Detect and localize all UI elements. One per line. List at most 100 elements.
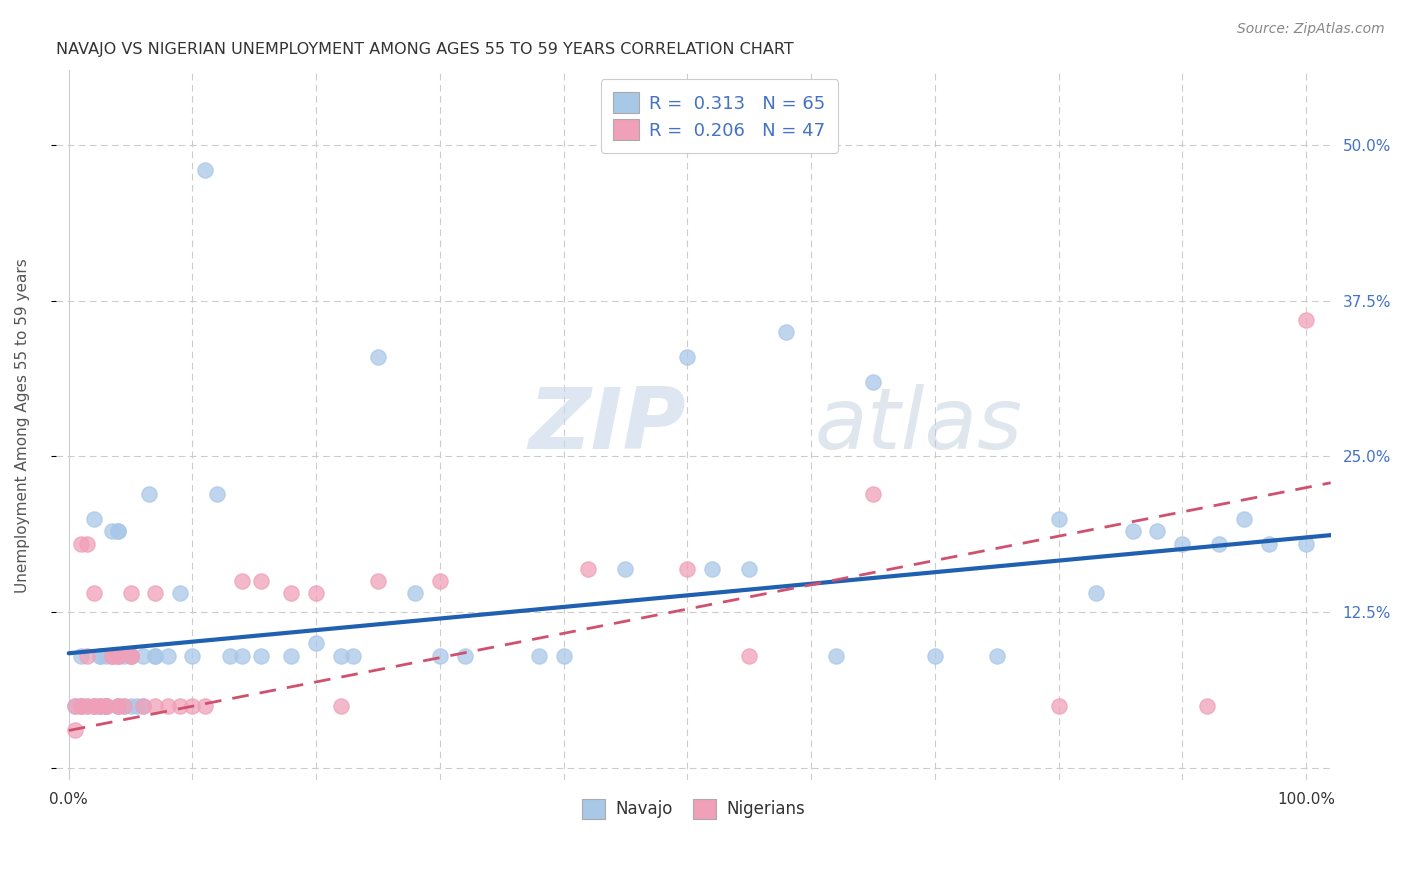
Point: [738, 648, 761, 663]
Point: [342, 648, 364, 663]
Point: [1257, 537, 1279, 551]
Point: [145, 648, 167, 663]
Point: [1122, 524, 1144, 539]
Point: [114, 648, 136, 663]
Point: [676, 561, 699, 575]
Point: [775, 325, 797, 339]
Point: [1171, 537, 1194, 551]
Point: [205, 487, 228, 501]
Point: [614, 561, 637, 575]
Point: [101, 648, 124, 663]
Point: [120, 648, 142, 663]
Point: [1047, 512, 1070, 526]
Point: [83, 698, 105, 713]
Point: [145, 698, 167, 713]
Text: ZIP: ZIP: [527, 384, 686, 467]
Point: [120, 586, 142, 600]
Point: [280, 648, 302, 663]
Point: [70, 698, 93, 713]
Point: [145, 648, 167, 663]
Point: [169, 586, 191, 600]
Point: [114, 698, 136, 713]
Point: [94, 698, 117, 713]
Point: [120, 648, 142, 663]
Point: [83, 512, 105, 526]
Text: atlas: atlas: [814, 384, 1022, 467]
Point: [1195, 698, 1218, 713]
Point: [218, 648, 240, 663]
Point: [280, 586, 302, 600]
Point: [1047, 698, 1070, 713]
Point: [700, 561, 723, 575]
Point: [132, 648, 155, 663]
Point: [83, 698, 105, 713]
Point: [1146, 524, 1168, 539]
Y-axis label: Unemployment Among Ages 55 to 59 years: Unemployment Among Ages 55 to 59 years: [15, 258, 30, 593]
Point: [924, 648, 946, 663]
Point: [132, 698, 155, 713]
Point: [107, 698, 129, 713]
Legend: Navajo, Nigerians: Navajo, Nigerians: [575, 793, 811, 825]
Point: [576, 561, 599, 575]
Point: [70, 698, 93, 713]
Point: [94, 698, 117, 713]
Point: [156, 648, 179, 663]
Point: [83, 698, 105, 713]
Point: [94, 698, 117, 713]
Point: [862, 487, 884, 501]
Point: [94, 698, 117, 713]
Point: [738, 561, 761, 575]
Point: [107, 648, 129, 663]
Point: [107, 698, 129, 713]
Point: [249, 574, 271, 588]
Point: [107, 698, 129, 713]
Point: [107, 524, 129, 539]
Point: [89, 698, 111, 713]
Point: [138, 487, 160, 501]
Point: [367, 350, 389, 364]
Point: [194, 698, 217, 713]
Point: [181, 698, 204, 713]
Point: [94, 698, 117, 713]
Point: [89, 698, 111, 713]
Point: [527, 648, 550, 663]
Point: [429, 648, 451, 663]
Point: [63, 698, 86, 713]
Point: [1084, 586, 1107, 600]
Point: [120, 698, 142, 713]
Point: [132, 698, 155, 713]
Text: NAVAJO VS NIGERIAN UNEMPLOYMENT AMONG AGES 55 TO 59 YEARS CORRELATION CHART: NAVAJO VS NIGERIAN UNEMPLOYMENT AMONG AG…: [56, 42, 794, 57]
Point: [169, 698, 191, 713]
Point: [125, 698, 148, 713]
Point: [76, 698, 98, 713]
Point: [107, 648, 129, 663]
Point: [101, 524, 124, 539]
Point: [429, 574, 451, 588]
Point: [367, 574, 389, 588]
Point: [94, 648, 117, 663]
Point: [145, 586, 167, 600]
Point: [89, 648, 111, 663]
Point: [1233, 512, 1256, 526]
Point: [63, 723, 86, 738]
Point: [1295, 312, 1317, 326]
Point: [453, 648, 475, 663]
Point: [1295, 537, 1317, 551]
Point: [76, 537, 98, 551]
Point: [676, 350, 699, 364]
Point: [194, 163, 217, 178]
Point: [120, 648, 142, 663]
Point: [83, 586, 105, 600]
Point: [107, 524, 129, 539]
Point: [156, 698, 179, 713]
Point: [305, 636, 328, 650]
Point: [249, 648, 271, 663]
Point: [89, 648, 111, 663]
Point: [1208, 537, 1230, 551]
Point: [101, 648, 124, 663]
Point: [404, 586, 426, 600]
Point: [63, 698, 86, 713]
Point: [305, 586, 328, 600]
Point: [89, 698, 111, 713]
Point: [70, 648, 93, 663]
